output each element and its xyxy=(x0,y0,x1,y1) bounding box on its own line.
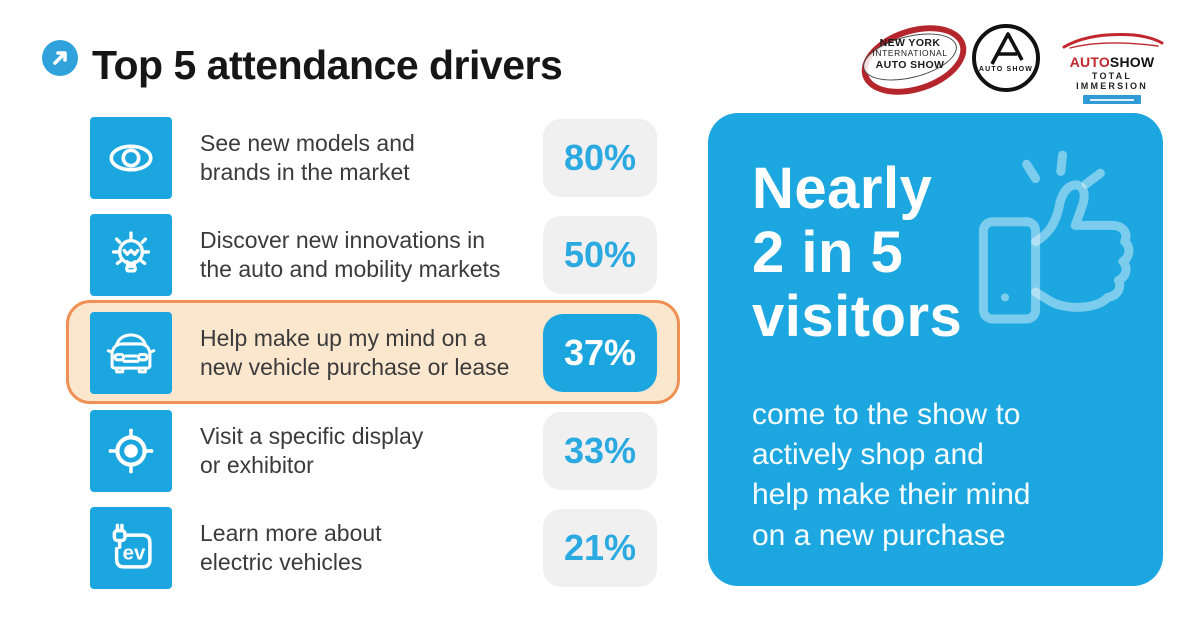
callout-body: come to the show to actively shop and he… xyxy=(752,398,1031,552)
a-auto-show-label: AUTO SHOW xyxy=(978,66,1034,73)
bulb-icon xyxy=(90,214,172,296)
callout-headline: Nearly 2 in 5 visitors xyxy=(752,156,963,349)
nyias-logo-text: NEW YORK INTERNATIONAL AUTO SHOW xyxy=(872,37,948,71)
thumbs-up-icon xyxy=(978,150,1134,324)
driver-label: Discover new innovations in the auto and… xyxy=(200,226,501,282)
driver-label: Learn more about electric vehicles xyxy=(200,519,382,575)
car-icon xyxy=(90,312,172,394)
autoshow-wordmark: AUTOSHOW xyxy=(1069,54,1155,70)
a-auto-show-logo: AUTO SHOW xyxy=(972,24,1040,92)
immersion-sub-badge xyxy=(1083,95,1141,104)
driver-label: Visit a specific display or exhibitor xyxy=(200,422,424,478)
driver-value: 33% xyxy=(543,412,657,490)
target-icon xyxy=(90,410,172,492)
callout-panel: Nearly 2 in 5 visitors come to the show … xyxy=(708,113,1163,586)
driver-value: 80% xyxy=(543,119,657,197)
arrow-up-right-icon xyxy=(42,40,78,76)
svg-text:ev: ev xyxy=(123,542,146,564)
eye-icon xyxy=(90,117,172,199)
autoshow-immersion-logo: AUTOSHOW TOTAL IMMERSION xyxy=(1056,30,1168,104)
driver-value-highlighted: 37% xyxy=(543,314,657,392)
driver-value: 50% xyxy=(543,216,657,294)
car-swoosh-icon xyxy=(1062,33,1164,49)
page-title: Top 5 attendance drivers xyxy=(92,42,563,88)
ev-plug-icon: ev xyxy=(90,507,172,589)
driver-label: See new models and brands in the market xyxy=(200,129,415,185)
driver-value: 21% xyxy=(543,509,657,587)
triangle-a-icon xyxy=(990,32,1024,65)
nyias-logo: NEW YORK INTERNATIONAL AUTO SHOW xyxy=(852,12,976,108)
total-immersion-label: TOTAL IMMERSION xyxy=(1076,71,1148,91)
driver-label: Help make up my mind on a new vehicle pu… xyxy=(200,324,510,380)
